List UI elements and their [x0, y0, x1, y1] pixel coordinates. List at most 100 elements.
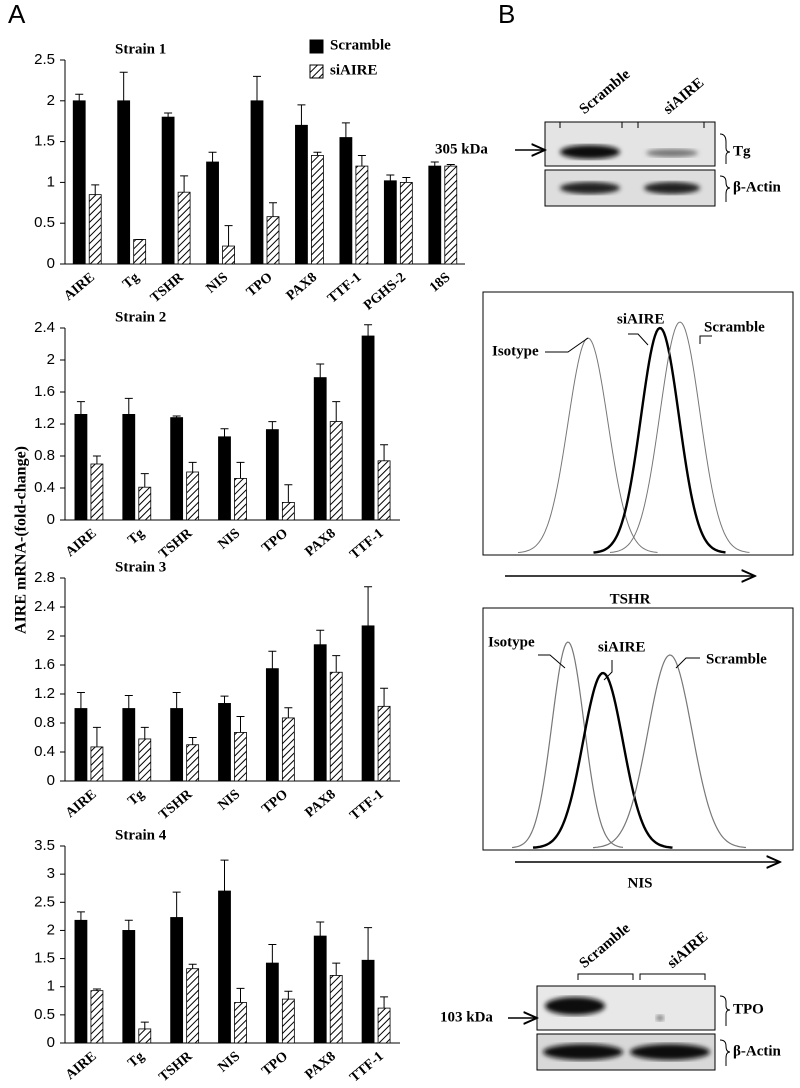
bar	[161, 116, 175, 265]
flow-frame	[482, 607, 794, 851]
error-bar	[430, 161, 439, 167]
x-tick-label: PAX8	[303, 787, 339, 821]
error-bar	[92, 726, 101, 747]
error-bar	[172, 891, 181, 918]
error-bar	[446, 163, 455, 167]
x-tick-label: TSHR	[156, 786, 196, 823]
y-tick-label: 1.6	[34, 656, 55, 673]
bar	[133, 239, 147, 265]
y-tick-label: 2.5	[34, 51, 55, 68]
error-bar	[316, 629, 325, 645]
error-bar	[284, 707, 293, 718]
bar	[88, 194, 102, 265]
y-tick-label: 3.5	[34, 837, 55, 854]
error-bar	[76, 401, 85, 415]
x-tick-label: AIRE	[63, 1049, 99, 1083]
y-tick-label: 1	[47, 173, 55, 190]
bar	[177, 191, 191, 265]
x-tick-label: NIS	[204, 270, 232, 297]
target-label: Tg	[733, 143, 751, 159]
bar	[377, 460, 391, 521]
y-tick-label: 2	[47, 92, 55, 109]
bar	[313, 377, 327, 521]
x-tick-label: AIRE	[63, 787, 99, 821]
x-tick-label: TSHR	[148, 269, 188, 306]
x-tick-label: NIS	[216, 526, 244, 553]
lane-label: Scramble	[576, 920, 633, 972]
error-bar	[341, 122, 350, 138]
error-bar	[224, 225, 233, 247]
histogram-curve	[593, 326, 726, 554]
error-bar	[172, 415, 181, 418]
bar	[339, 137, 353, 265]
error-bar	[236, 987, 245, 1003]
x-tick-label: 18S	[427, 270, 453, 296]
y-tick-label: 3	[47, 865, 55, 882]
error-bar	[172, 692, 181, 709]
bar	[170, 417, 184, 521]
peak-label: siAIRE	[617, 311, 665, 327]
flow-frame	[482, 291, 794, 556]
x-tick-label: NIS	[216, 787, 244, 814]
bar	[90, 746, 104, 782]
pointer	[538, 654, 700, 681]
error-bar	[236, 461, 245, 479]
peak-label: Scramble	[704, 319, 765, 335]
error-bar	[386, 174, 395, 181]
western-blot	[508, 973, 731, 1071]
bar	[218, 436, 231, 521]
bar	[138, 1028, 152, 1044]
error-bar	[402, 177, 411, 183]
legend-label: Scramble	[330, 37, 391, 53]
histogram-curve	[609, 321, 750, 553]
error-bar	[188, 737, 197, 745]
bar	[428, 165, 442, 265]
x-tick-label: TSHR	[156, 1048, 196, 1085]
chart-title: Strain 3	[115, 559, 166, 575]
bar	[265, 668, 279, 782]
error-bar	[316, 921, 325, 937]
bar	[222, 245, 235, 265]
bar	[361, 335, 375, 521]
bar	[361, 959, 375, 1044]
error-bar	[380, 996, 389, 1009]
bar	[206, 161, 219, 265]
bar	[218, 890, 231, 1044]
bar	[90, 990, 104, 1044]
legend-label: siAIRE	[330, 62, 378, 78]
bar	[281, 717, 295, 782]
error-bar	[332, 401, 341, 422]
y-tick-label: 1.5	[34, 133, 55, 150]
y-tick-label: 0.4	[34, 743, 55, 760]
y-tick-label: 1.6	[34, 383, 55, 400]
error-bar	[316, 363, 325, 378]
x-tick-label: TTF-1	[347, 1049, 386, 1085]
histograms	[511, 641, 747, 849]
y-tick-label: 0.8	[34, 447, 55, 464]
x-tick-label: NIS	[216, 1049, 244, 1076]
control-label: β-Actin	[733, 179, 782, 195]
error-bar	[297, 104, 306, 126]
histograms	[517, 321, 750, 554]
bar	[313, 644, 327, 782]
y-tick-label: 0	[47, 511, 55, 528]
error-bar	[364, 586, 373, 626]
western-blot	[515, 121, 731, 207]
error-bar	[220, 695, 229, 704]
bar	[90, 463, 104, 521]
bar	[74, 708, 88, 782]
error-bar	[140, 1021, 149, 1029]
y-tick-label: 1.5	[34, 950, 55, 967]
error-bar	[164, 112, 173, 118]
error-bar	[220, 859, 229, 892]
y-tick-label: 0.4	[34, 479, 55, 496]
y-tick-label: 2.8	[34, 569, 55, 586]
bar	[234, 1002, 247, 1044]
target-label: TPO	[733, 1001, 764, 1017]
bar	[281, 501, 295, 521]
error-bar	[124, 694, 133, 709]
x-tick-label: TTF-1	[325, 270, 364, 306]
bar	[355, 165, 369, 265]
lane-label: Scramble	[576, 66, 633, 118]
bar	[383, 180, 397, 265]
